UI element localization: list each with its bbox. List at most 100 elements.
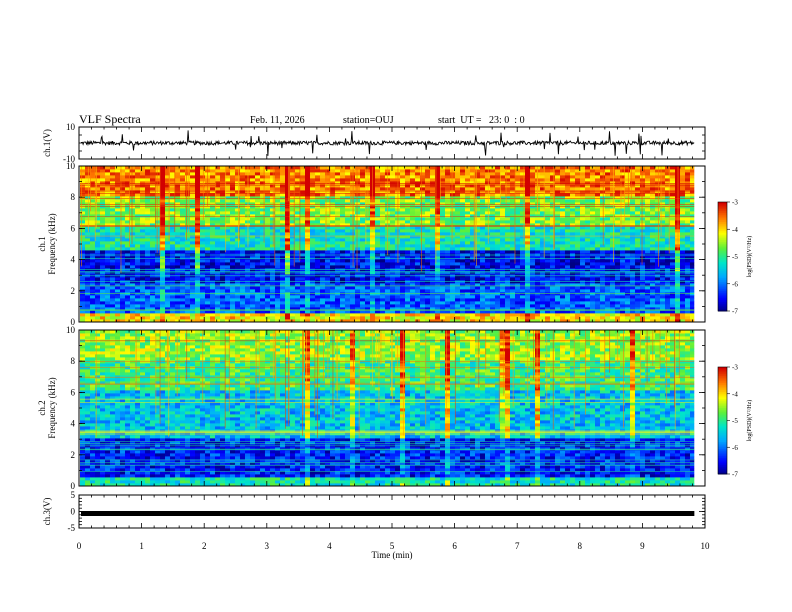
ch1-spectrogram-cell — [520, 211, 525, 215]
ch1-spectrogram-cell — [115, 307, 120, 311]
ch1-spectrogram-cell — [325, 238, 330, 242]
ch1-spectrogram-cell — [430, 175, 435, 179]
ch1-spectrogram-cell — [500, 211, 505, 215]
ch1-spectrogram-cell — [325, 319, 330, 323]
ch1-spectrogram-cell — [390, 169, 395, 173]
ch1-spectrogram-cell — [310, 256, 315, 260]
ch1-spectrogram-cell — [195, 289, 200, 293]
ch1-spectrogram-cell — [300, 259, 305, 263]
ch1-spectrogram-cell — [355, 250, 360, 254]
ch1-spectrogram-cell — [435, 178, 440, 182]
ch1-spectrogram-cell — [105, 319, 110, 323]
ch1-spectrogram-cell — [495, 250, 500, 254]
ch1-spectrogram-cell — [430, 283, 435, 287]
ch1-spectrogram-cell — [250, 172, 255, 176]
ch1-spectrogram-cell — [260, 187, 265, 191]
ch1-spectrogram-cell — [530, 223, 535, 227]
ch1-spectrogram-cell — [535, 310, 540, 314]
ch1-spectrogram-cell — [280, 298, 285, 302]
ch1-spectrogram-cell — [150, 319, 155, 323]
ch1-spectrogram-cell — [305, 250, 310, 254]
ch1-spectrogram-cell — [235, 208, 240, 212]
ch1-spectrogram-cell — [165, 223, 170, 227]
ch1-spectrogram-cell — [320, 238, 325, 242]
ch1-spectrogram-cell — [430, 238, 435, 242]
ch1-spectrogram-cell — [385, 256, 390, 260]
ch1-spectrogram-cell — [145, 214, 150, 218]
ch1-spectrogram-cell — [370, 298, 375, 302]
ch1-spectrogram-cell — [380, 304, 385, 308]
ch1-spectrogram-cell — [515, 238, 520, 242]
ch1-spectrogram-cell — [235, 166, 240, 170]
ch1-spectrogram-cell — [195, 232, 200, 236]
ch1-spectrogram-cell — [270, 289, 275, 293]
ch1-spectrogram-cell — [105, 208, 110, 212]
ch1-spectrogram-cell — [125, 319, 130, 323]
ch1-spectrogram-cell — [490, 310, 495, 314]
ch1-spectrogram-cell — [460, 217, 465, 221]
ch1-spectrogram-cell — [125, 196, 130, 200]
ch1-spectrogram-cell — [135, 244, 140, 248]
ch1-spectrogram-cell — [415, 262, 420, 266]
ch1-spectrogram-cell — [265, 259, 270, 263]
ch1-spectrogram-cell — [130, 262, 135, 266]
ch1-spectrogram-cell — [260, 214, 265, 218]
ch1-spectrogram-cell — [475, 316, 480, 320]
ch1-spectrogram-cell — [340, 175, 345, 179]
ch1-spectrogram-cell — [370, 304, 375, 308]
ch1-spectrogram-cell — [180, 223, 185, 227]
ch1-spectrogram-cell — [250, 316, 255, 320]
ch1-spectrogram-cell — [190, 304, 195, 308]
ch1-spectrogram-cell — [405, 172, 410, 176]
ch1-spectrogram-cell — [140, 172, 145, 176]
ch1-spectrogram-cell — [305, 181, 310, 185]
ch1-spectrogram-cell — [505, 214, 510, 218]
ch1-spectrogram-cell — [490, 226, 495, 230]
ch1-spectrogram-cell — [230, 202, 235, 206]
ch1-spectrogram-cell — [135, 172, 140, 176]
ch1-spectrogram-cell — [285, 244, 290, 248]
ch1-spectrogram-cell — [350, 316, 355, 320]
ch1-spectrogram-cell — [375, 313, 380, 317]
ch1-spectrogram-cell — [365, 301, 370, 305]
ch1-spectrogram-cell — [480, 232, 485, 236]
ch1-spectrogram-cell — [80, 247, 85, 251]
ch1-spectrogram-cell — [350, 262, 355, 266]
ch1-spectrogram-cell — [80, 307, 85, 311]
ch1-spectrogram-cell — [480, 250, 485, 254]
ch1-spectrogram-cell — [140, 190, 145, 194]
ch1-spectrogram-cell — [85, 211, 90, 215]
ch1-spectrogram-cell — [520, 295, 525, 299]
ch1-spectrogram-cell — [85, 289, 90, 293]
ch1-spectrogram-cell — [250, 256, 255, 260]
ch1-spectrogram-cell — [160, 181, 165, 185]
ch1-spectrogram-cell — [220, 166, 225, 170]
ch1-spectrogram-cell — [140, 277, 145, 281]
ch1-spectrogram-cell — [530, 196, 535, 200]
ch1-spectrogram-cell — [80, 199, 85, 203]
ch1-spectrogram-cell — [170, 220, 175, 224]
ch1-spectrogram-cell — [450, 226, 455, 230]
ch1-spectrogram-cell — [495, 175, 500, 179]
ch1-spectrogram-cell — [90, 316, 95, 320]
ch1-spectrogram-cell — [440, 313, 445, 317]
ch1-spectrogram-cell — [350, 181, 355, 185]
ch1-spectrogram-cell — [90, 223, 95, 227]
ch1-spectrogram-cell — [295, 313, 300, 317]
ch1-spectrogram-cell — [135, 265, 140, 269]
ch1-spectrogram-cell — [85, 196, 90, 200]
ch1-spectrogram-cell — [230, 172, 235, 176]
ch1-spectrogram-cell — [290, 283, 295, 287]
ch1-spectrogram-cell — [270, 211, 275, 215]
ch1-spectrogram-cell — [395, 220, 400, 224]
ch1-spectrogram-cell — [280, 232, 285, 236]
ch1-spectrogram-cell — [255, 316, 260, 320]
ch1-spectrogram-cell — [510, 301, 515, 305]
ch1-spectrogram-cell — [200, 193, 205, 197]
ch1-spectrogram-cell — [395, 265, 400, 269]
ch1-spectrogram-cell — [365, 217, 370, 221]
ch1-spectrogram-cell — [80, 259, 85, 263]
ch1-spectrogram-cell — [275, 301, 280, 305]
ch1-spectrogram-cell — [215, 223, 220, 227]
ch1-spectrogram-cell — [80, 226, 85, 230]
